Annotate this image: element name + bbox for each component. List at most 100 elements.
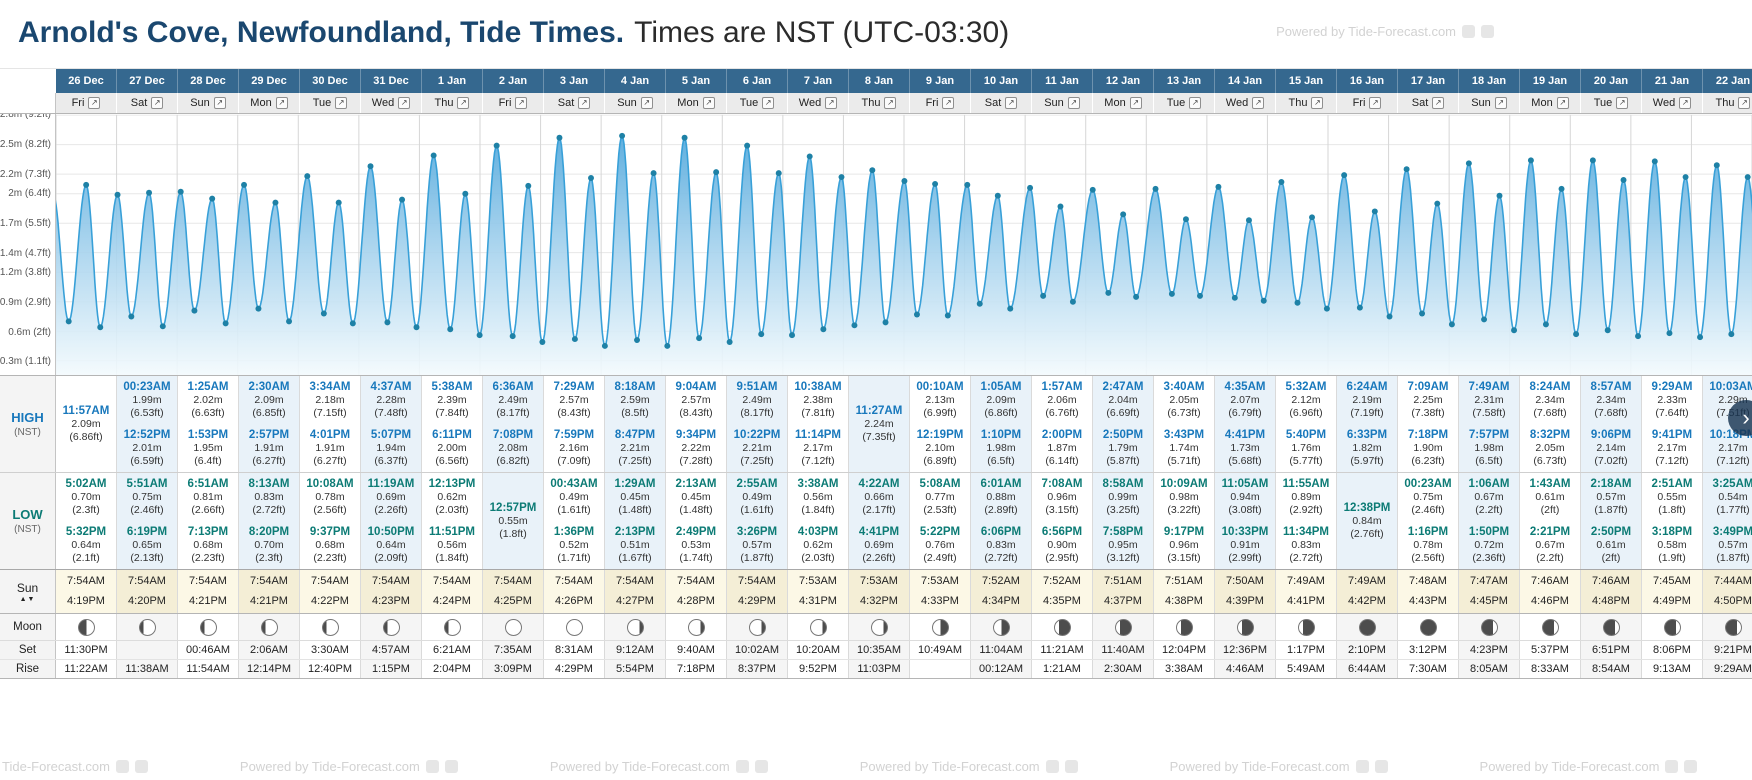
low-tide-height-m: 0.45m — [620, 491, 650, 503]
expand-day-icon[interactable]: ↗ — [884, 97, 897, 109]
sunrise-time: 7:54AM — [250, 575, 288, 587]
low-tide-entry: 7:58PM 0.95m (3.12ft) — [1094, 526, 1152, 564]
low-tide-height-m: 0.55m — [1657, 491, 1687, 503]
sunrise-time: 7:54AM — [555, 575, 593, 587]
sunset-arrow-icon: ▼ — [27, 595, 36, 603]
expand-day-icon[interactable]: ↗ — [578, 97, 591, 109]
high-tide-height-m: 2.22m — [681, 442, 711, 454]
expand-day-icon[interactable]: ↗ — [1067, 97, 1080, 109]
high-tide-time: 1:25AM — [187, 381, 229, 393]
high-tide-time: 10:38AM — [794, 381, 842, 393]
low-tide-height-m: 0.53m — [681, 539, 711, 551]
sun-times-cell: 7:53AM 4:31PM — [788, 570, 849, 613]
high-tide-height-ft: (6.79ft) — [1228, 407, 1262, 419]
expand-day-icon[interactable]: ↗ — [1432, 97, 1445, 109]
high-tide-time: 6:24AM — [1346, 381, 1388, 393]
high-tide-time: 7:49AM — [1468, 381, 1510, 393]
expand-day-icon[interactable]: ↗ — [213, 97, 226, 109]
expand-day-icon[interactable]: ↗ — [1556, 97, 1569, 109]
high-tide-height-m: 2.13m — [925, 394, 955, 406]
high-tide-entry: 4:41PM 1.73m (5.68ft) — [1216, 429, 1274, 467]
expand-day-icon[interactable]: ↗ — [88, 97, 101, 109]
sun-times-cell: 7:53AM 4:32PM — [849, 570, 910, 613]
low-tide-time: 4:41PM — [858, 526, 900, 538]
sunset-time: 4:42PM — [1348, 595, 1386, 607]
expand-day-icon[interactable]: ↗ — [515, 97, 528, 109]
low-tide-entry: 12:13PM 0.62m (2.03ft) — [423, 478, 481, 516]
dow-label: Mon — [677, 97, 699, 109]
low-tide-height-ft: (2.46ft) — [130, 504, 164, 516]
expand-day-icon[interactable]: ↗ — [1616, 97, 1629, 109]
expand-day-icon[interactable]: ↗ — [1311, 97, 1324, 109]
low-tide-time: 9:17PM — [1163, 526, 1205, 538]
sunrise-time: 7:53AM — [860, 575, 898, 587]
low-tide-time: 2:49PM — [675, 526, 717, 538]
low-tide-entry: 2:13PM 0.51m (1.67ft) — [606, 526, 664, 564]
high-tide-height-m: 1.98m — [986, 442, 1016, 454]
high-tide-height-ft: (6.85ft) — [252, 407, 286, 419]
low-tide-time: 1:06AM — [1468, 478, 1510, 490]
expand-day-icon[interactable]: ↗ — [1129, 97, 1142, 109]
sunrise-time: 7:54AM — [311, 575, 349, 587]
low-tide-height-m: 0.83m — [986, 539, 1016, 551]
low-tide-height-m: 0.77m — [925, 491, 955, 503]
moon-cell — [1642, 614, 1703, 640]
high-tide-height-m: 2.09m — [71, 418, 101, 430]
expand-day-icon[interactable]: ↗ — [640, 97, 653, 109]
expand-day-icon[interactable]: ↗ — [1252, 97, 1265, 109]
tide-chart-row: 2.8m (9.2ft) 2.5m (8.2ft) 2.2m (7.3ft) 2m (… — [0, 114, 1752, 376]
high-tide-height-ft: (8.5ft) — [621, 407, 649, 419]
expand-day-icon[interactable]: ↗ — [702, 97, 715, 109]
low-tide-height-ft: (3.15ft) — [1167, 552, 1201, 564]
tide-extreme-dot — [664, 342, 671, 349]
low-tide-height-ft: (1.61ft) — [740, 504, 774, 516]
expand-day-icon[interactable]: ↗ — [942, 97, 955, 109]
expand-day-icon[interactable]: ↗ — [1005, 97, 1018, 109]
moonset-time: 5:37PM — [1520, 641, 1581, 659]
moon-cells — [56, 614, 1752, 640]
high-tide-height-ft: (6.5ft) — [987, 455, 1015, 467]
dow-label: Fri — [498, 97, 512, 109]
moon-phase-icon-waning-gibbous — [809, 618, 827, 636]
tide-extreme-dot — [1133, 293, 1140, 300]
expand-day-icon[interactable]: ↗ — [1494, 97, 1507, 109]
expand-day-icon[interactable]: ↗ — [457, 97, 470, 109]
moon-phase-icon-last-quarter — [992, 618, 1010, 636]
high-tide-time: 5:40PM — [1285, 429, 1327, 441]
low-tide-time: 7:13PM — [187, 526, 229, 538]
moon-phase-icon-waning-crescent — [1114, 618, 1132, 636]
moon-cell — [178, 614, 239, 640]
sunset-time: 4:25PM — [494, 595, 532, 607]
high-tide-height-m: 2.39m — [437, 394, 467, 406]
high-tide-cell: 8:18AM 2.59m (8.5ft) 8:47PM 2.21m (7.25ft) — [605, 376, 666, 472]
expand-day-icon[interactable]: ↗ — [1369, 97, 1382, 109]
low-tide-height-ft: (2.17ft) — [862, 504, 896, 516]
expand-day-icon[interactable]: ↗ — [275, 97, 288, 109]
low-tide-height-m: 0.55m — [498, 515, 528, 527]
expand-day-icon[interactable]: ↗ — [335, 97, 348, 109]
expand-day-icon[interactable]: ↗ — [762, 97, 775, 109]
high-tide-entry: 1:57AM 2.06m (6.76ft) — [1033, 381, 1091, 419]
expand-day-icon[interactable]: ↗ — [825, 97, 838, 109]
high-tide-time: 9:51AM — [736, 381, 778, 393]
scroll-right-button[interactable]: › — [1728, 400, 1752, 436]
low-tide-entry: 8:13AM 0.83m (2.72ft) — [240, 478, 298, 516]
high-tide-height-m: 1.99m — [132, 394, 162, 406]
high-tide-time: 3:34AM — [309, 381, 351, 393]
expand-day-icon[interactable]: ↗ — [151, 97, 164, 109]
sunset-time: 4:45PM — [1470, 595, 1508, 607]
sun-times-cell: 7:54AM 4:27PM — [605, 570, 666, 613]
expand-day-icon[interactable]: ↗ — [398, 97, 411, 109]
high-tide-time: 7:18PM — [1407, 429, 1449, 441]
low-tide-height-ft: (2.23ft) — [313, 552, 347, 564]
dow-cell: Sun ↗ — [605, 93, 666, 113]
moonrise-time: 8:05AM — [1459, 660, 1520, 678]
expand-day-icon[interactable]: ↗ — [1189, 97, 1202, 109]
expand-day-icon[interactable]: ↗ — [1679, 97, 1692, 109]
expand-day-icon[interactable]: ↗ — [1738, 97, 1751, 109]
high-tide-time: 2:57PM — [248, 429, 290, 441]
moon-phase-icon-waxing-gibbous — [443, 618, 461, 636]
moonrise-time: 6:44AM — [1337, 660, 1398, 678]
high-tide-time: 4:35AM — [1224, 381, 1266, 393]
low-tide-entry: 10:08AM 0.78m (2.56ft) — [301, 478, 359, 516]
